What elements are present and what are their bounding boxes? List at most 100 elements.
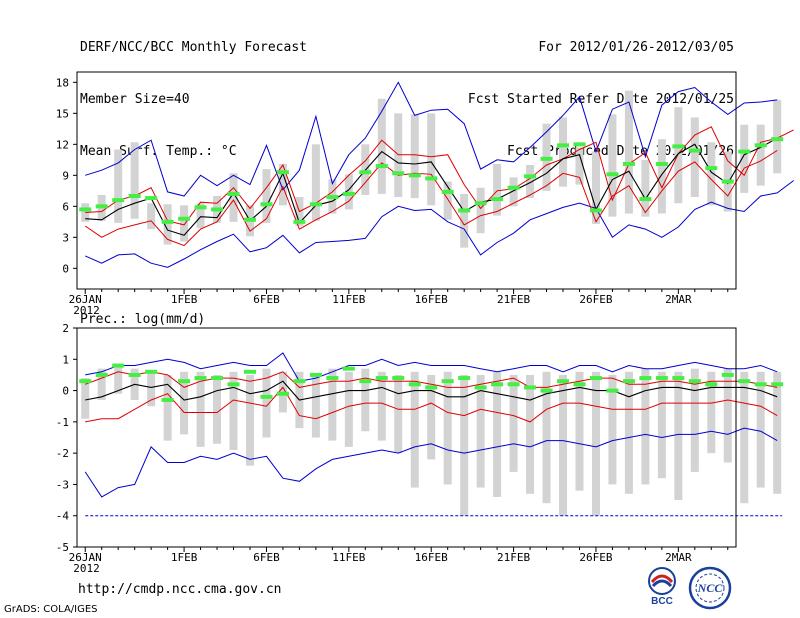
observed-marker [491,197,504,202]
x-tick-label: 26JAN [69,293,102,306]
observed-marker [771,137,784,142]
spread-box [311,374,320,438]
spread-box [657,139,666,214]
x-tick-label: 2MAR [665,551,692,564]
observed-marker [194,205,207,210]
y-tick-label: -4 [56,510,70,523]
observed-marker [112,198,125,203]
source-url: http://cmdp.ncc.cma.gov.cn [78,582,282,597]
observed-marker [95,372,108,377]
x-tick-label: 6FEB [253,293,280,306]
x-year-label: 2012 [73,304,100,317]
observed-marker [721,179,734,184]
observed-marker [392,376,405,381]
observed-marker [606,388,619,393]
precipitation-panel: Prec.: log(mm/d) -5 -4 -3 -2 -1 0 1 2 26JAN 1FEB 6F… [56,312,784,575]
observed-marker [672,144,685,149]
observed-marker [474,201,487,206]
observed-marker [425,176,438,181]
spread-box [180,371,189,435]
spread-box [591,151,600,224]
ncc-logo: NCC [688,566,732,610]
series-mean-line [85,380,778,401]
observed-marker [705,166,718,171]
forecast-title: DERF/NCC/BCC Monthly Forecast [80,40,307,55]
y-tick-label: 15 [56,107,69,120]
observed-marker [441,379,454,384]
series-p_high-line [85,371,778,388]
observed-marker [326,376,339,381]
observed-marker [507,185,520,190]
y-tick-label: 18 [56,76,69,89]
spread-box [262,169,271,223]
x-tick-label: 11FEB [332,293,365,306]
x-tick-label: 1FEB [171,551,198,564]
spread-box [163,374,172,441]
observed-marker [589,208,602,213]
x-year-label: 2012 [73,562,100,575]
x-tick-label: 26FEB [579,551,612,564]
member-size: Member Size=40 [80,92,190,107]
spread-box [443,371,452,485]
observed-marker [738,149,751,154]
y-tick-label: 1 [62,353,69,366]
spread-box [509,374,518,472]
spread-box [756,371,765,488]
spread-box [196,371,205,447]
spread-box [690,368,699,472]
spread-box [493,371,502,497]
observed-marker [655,161,668,166]
observed-marker [227,382,240,387]
observed-marker [672,376,685,381]
spread-box [526,374,535,494]
observed-marker [293,379,306,384]
observed-marker [161,397,174,402]
spread-box [278,163,287,206]
spread-box [641,159,650,217]
x-tick-label: 1FEB [171,293,198,306]
observed-marker [309,372,322,377]
spread-box [81,378,90,419]
spread-box [608,374,617,485]
observed-marker [178,216,191,221]
observed-marker [688,379,701,384]
y-tick-label: 3 [62,231,69,244]
spread-box [723,368,732,463]
observed-marker [243,217,256,222]
observed-marker [474,385,487,390]
observed-marker [211,376,224,381]
x-tick-label: 2MAR [665,293,692,306]
spread-box [344,371,353,447]
spread-box [608,114,617,217]
observed-marker [606,172,619,177]
observed-marker [342,366,355,371]
spread-box [328,368,337,441]
spread-box [130,142,139,219]
observed-marker [622,161,635,166]
observed-marker [194,376,207,381]
observed-marker [754,143,767,148]
spread-box [690,117,699,198]
spread-box [674,371,683,501]
y-tick-label: 6 [62,200,69,213]
spread-box [361,368,370,432]
y-tick-label: 0 [62,385,69,398]
spread-box [427,374,436,460]
spread-box [443,181,452,220]
spread-box [542,371,551,504]
x-tick-label: 21FEB [497,551,530,564]
observed-marker [557,379,570,384]
temperature-frame [76,71,737,290]
spread-box [97,368,106,400]
observed-marker [79,379,92,384]
observed-marker [655,376,668,381]
series-mean-line [85,137,778,236]
spread-box [773,371,782,494]
spread-box [196,203,205,229]
spread-box [229,371,238,451]
series-p_low-line [84,150,778,247]
observed-marker [754,382,767,387]
fcst-started-date: Fcst Started Refer Date 2012/01/25 [467,92,734,107]
observed-marker [375,376,388,381]
spread-box [740,124,749,193]
